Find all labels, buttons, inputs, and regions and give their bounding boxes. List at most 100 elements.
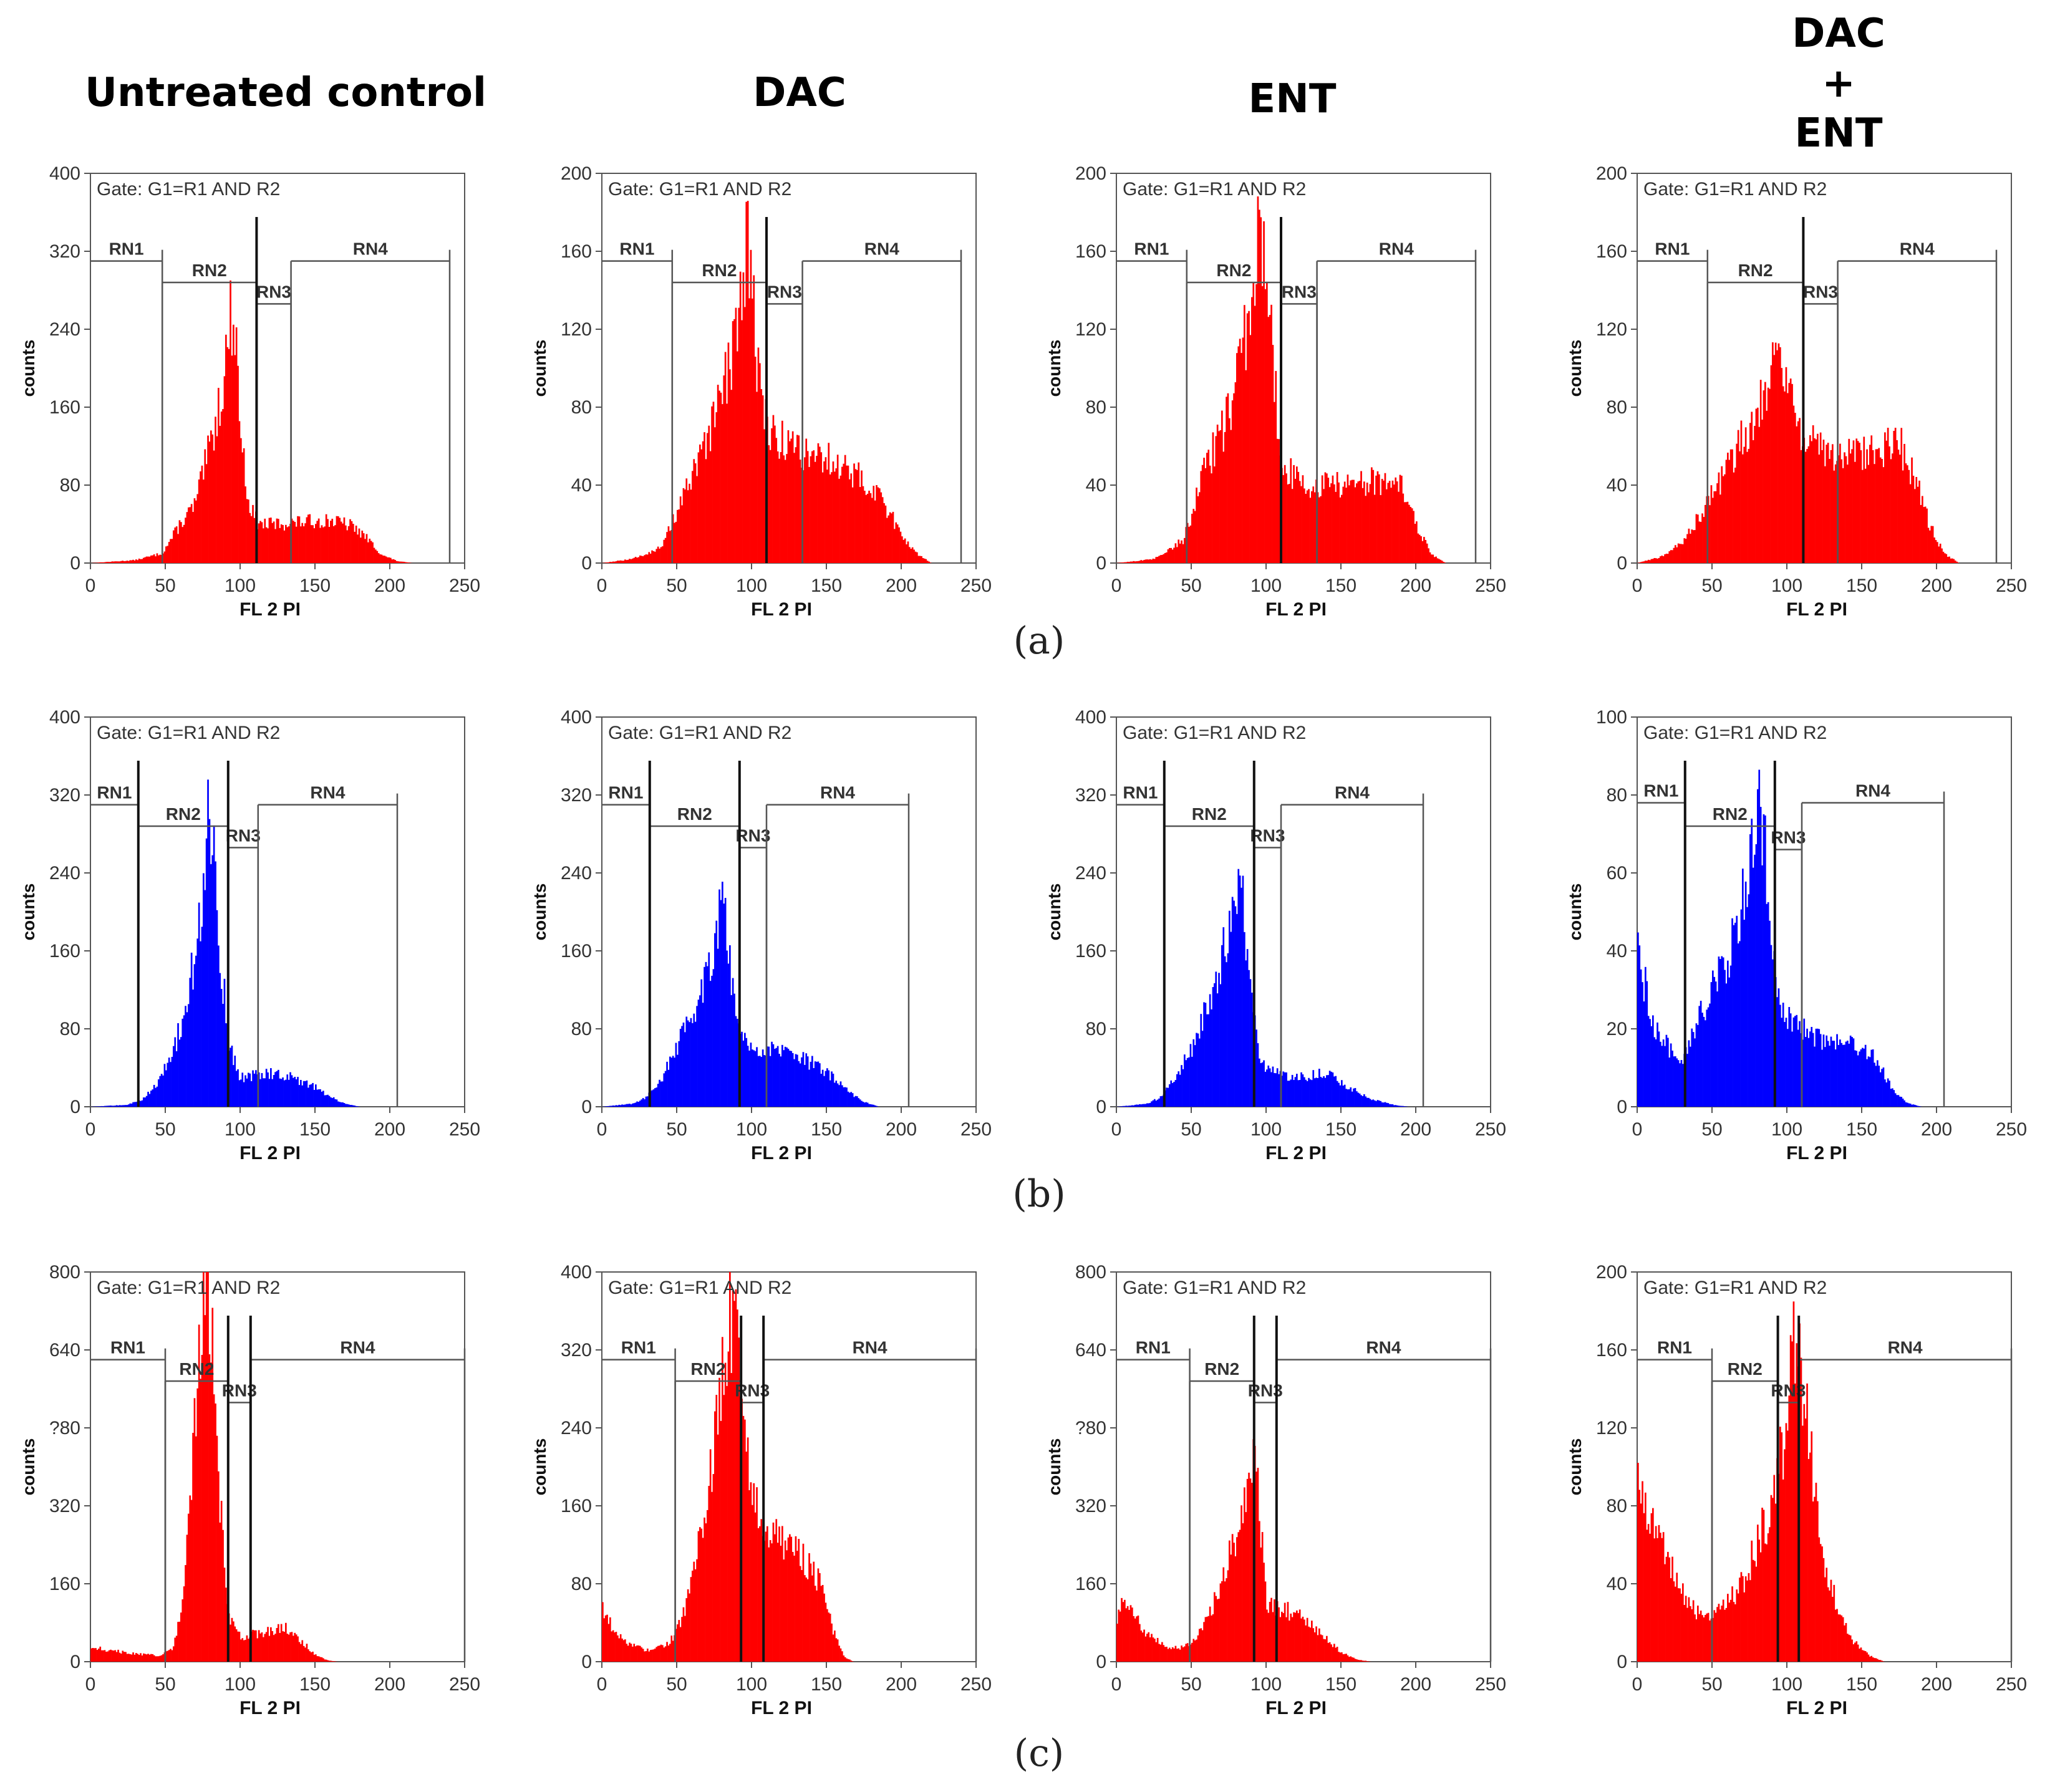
histogram-bar	[762, 1049, 764, 1107]
histogram-bar	[856, 470, 858, 563]
histogram-bar	[851, 1093, 854, 1107]
histogram-bar	[793, 1555, 795, 1662]
histogram-bar	[1231, 400, 1234, 563]
histogram-bar	[712, 1474, 715, 1662]
histogram-bar	[1348, 485, 1350, 563]
histogram-bar	[1194, 1045, 1196, 1107]
histogram-bar	[787, 1048, 790, 1107]
histogram-bar	[664, 1071, 667, 1107]
histogram-bar	[929, 562, 932, 563]
histogram-bar	[1308, 489, 1310, 563]
histogram-bar	[126, 561, 128, 563]
histogram-bar	[1812, 1033, 1814, 1107]
histogram-bar	[1902, 1098, 1904, 1107]
histogram-bar	[237, 1069, 239, 1107]
histogram-bar	[722, 882, 723, 1107]
histogram-bar	[662, 1645, 664, 1662]
histogram-bar	[602, 1602, 604, 1662]
histogram-bar	[1751, 1540, 1753, 1662]
histogram-bar	[319, 1657, 321, 1662]
histogram-bar	[789, 1534, 791, 1662]
histogram-bar	[1428, 548, 1429, 563]
y-axis-label: counts	[1565, 340, 1585, 397]
region-label-rn4: RN4	[1888, 1338, 1923, 1357]
histogram-bar	[1737, 1593, 1739, 1662]
histogram-bar	[1139, 1104, 1141, 1107]
histogram-bar	[1892, 453, 1893, 563]
histogram-bar	[1289, 484, 1290, 563]
histogram-bar	[153, 1655, 155, 1662]
histogram-bar	[189, 507, 191, 563]
histogram-bar	[709, 1449, 712, 1662]
x-tick-label: 200	[886, 1674, 917, 1695]
histogram-bar	[1896, 440, 1898, 563]
histogram-bar	[1909, 484, 1912, 563]
histogram-bar	[1754, 1561, 1756, 1662]
histogram-bar	[651, 1090, 653, 1107]
histogram-bar	[1779, 1427, 1781, 1662]
plot-frame	[601, 716, 977, 1107]
histogram-bar	[1721, 466, 1723, 563]
histogram-bar	[627, 1645, 629, 1662]
histogram-bar	[1802, 1425, 1804, 1662]
histogram-bar	[210, 430, 212, 563]
histogram-bar	[293, 521, 294, 563]
histogram-bar	[768, 445, 770, 563]
histogram-bar	[188, 1513, 190, 1662]
histogram-bar	[185, 1006, 186, 1107]
histogram-bar	[1742, 1576, 1744, 1662]
histogram-bar	[1792, 405, 1795, 563]
histogram-bar	[1194, 511, 1196, 563]
histogram-bar	[1849, 453, 1852, 563]
histogram-bar	[1734, 922, 1736, 1107]
histogram-bars	[90, 280, 413, 563]
histogram-bar	[1877, 1659, 1879, 1662]
histogram-bar	[639, 1101, 641, 1107]
histogram-bar	[708, 425, 710, 563]
histogram-bar	[1182, 544, 1184, 563]
histogram-bar	[1818, 1537, 1821, 1662]
histogram-bar	[1758, 769, 1761, 1107]
histogram-bar	[1646, 1529, 1648, 1662]
histogram-bar	[748, 1050, 750, 1107]
histogram-bar	[1670, 1578, 1672, 1662]
y-tick-label: 80	[60, 1019, 80, 1039]
histogram-bar	[1764, 1543, 1766, 1662]
histogram-bar	[1240, 353, 1242, 563]
histogram-bar	[752, 1049, 753, 1107]
histogram-bar	[775, 438, 778, 563]
histogram-bar	[1164, 1647, 1166, 1662]
histogram-bar	[118, 1652, 121, 1662]
histogram-bar	[892, 511, 894, 563]
histogram-bar	[1324, 1639, 1327, 1662]
histogram-bar	[1784, 391, 1786, 563]
histogram-bar	[1840, 1043, 1843, 1107]
histogram-bar	[1411, 508, 1413, 563]
y-axis-label: counts	[1565, 1438, 1585, 1496]
histogram-bar	[249, 1073, 251, 1107]
histogram-bar	[694, 1021, 697, 1107]
histogram-bar	[189, 978, 191, 1107]
histogram-bar	[1874, 1658, 1875, 1662]
histogram-bar	[843, 1087, 845, 1107]
histogram-bar	[330, 1660, 332, 1662]
y-axis-label: counts	[19, 1438, 38, 1496]
histogram-bar	[871, 498, 873, 563]
histogram-bar	[1638, 945, 1641, 1107]
region-label-rn4: RN4	[864, 239, 899, 259]
histogram-bar	[1140, 560, 1143, 563]
histogram-bar	[772, 415, 775, 563]
histogram-bar	[1662, 1039, 1665, 1107]
histogram-bar	[1857, 1055, 1859, 1107]
histogram-bar	[1417, 533, 1419, 563]
histogram-bar	[129, 1103, 132, 1107]
histogram-bar	[1675, 545, 1676, 563]
histogram-bar	[345, 1104, 347, 1107]
histogram-bar	[1914, 489, 1916, 563]
histogram-bar	[104, 1106, 106, 1107]
histogram-bar	[250, 516, 253, 563]
histogram-bar	[1169, 1084, 1171, 1107]
histogram-bar	[1688, 528, 1690, 563]
